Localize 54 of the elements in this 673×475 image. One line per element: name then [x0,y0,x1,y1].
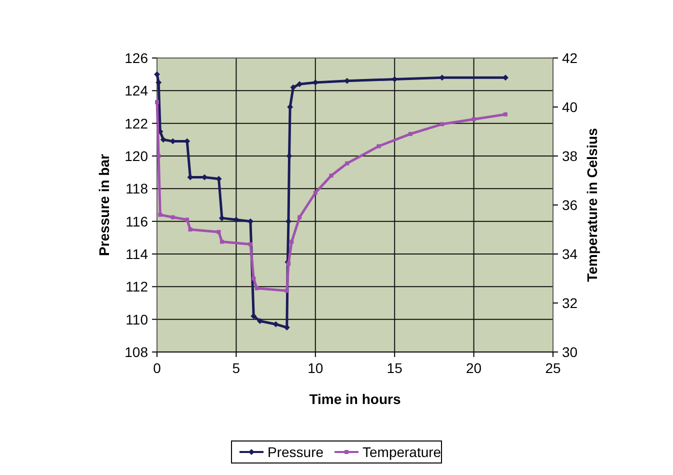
y2-tick-label: 38 [562,148,578,164]
point [313,190,318,195]
point [254,286,259,290]
point [376,144,381,148]
x-tick-label: 25 [545,360,561,376]
point [472,117,476,122]
y2-tick-label: 34 [562,246,578,262]
point [284,288,289,293]
point [345,161,350,166]
legend-label: Pressure [268,444,324,460]
point [220,240,224,244]
point [160,136,166,143]
x-tick-label: 5 [232,360,240,376]
y-tick-label: 110 [126,311,148,328]
point [290,240,294,244]
y2-tick-label: 40 [562,99,578,115]
legend-label: Temperature [362,444,442,460]
x-tick-label: 20 [466,360,482,376]
point [256,318,263,324]
y2-tick-label: 32 [562,295,578,311]
point [286,262,290,266]
point [154,71,160,78]
x-tick-label: 10 [308,360,324,376]
y-tick-label: 126 [124,50,148,66]
y2-tick-label: 36 [562,197,578,213]
point [188,228,192,232]
point [252,276,256,280]
point [170,215,175,220]
point [408,132,412,136]
y-tick-label: 116 [126,213,148,230]
point [298,215,302,220]
point [156,154,161,158]
y2-axis-title: Temperature in Celsius [584,128,600,282]
y-tick-label: 112 [126,278,148,295]
x-axis-title: Time in hours [309,391,401,407]
y-tick-label: 122 [124,115,148,132]
y-tick-label: 108 [124,344,148,360]
y2-tick-label: 42 [562,50,578,66]
point [216,230,221,234]
x-tick-label: 15 [386,360,403,376]
point [440,122,444,126]
x-tick-label: 0 [153,360,162,376]
point [155,100,159,104]
point [185,218,190,222]
y-tick-label: 120 [124,148,148,164]
point [329,174,334,178]
point [503,112,508,116]
y-tick-label: 118 [126,180,148,197]
y-tick-label: 124 [124,82,148,99]
point [158,212,162,217]
y-axis-title: Pressure in bar [96,153,112,256]
point [248,242,252,246]
y2-tick-label: 30 [562,344,578,360]
y-tick-label: 114 [126,246,148,262]
